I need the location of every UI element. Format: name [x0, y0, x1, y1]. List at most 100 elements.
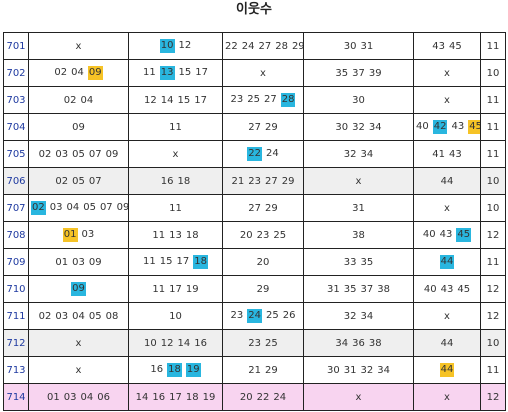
highlighted-number: 44 [439, 363, 455, 377]
number: 16 [194, 337, 207, 349]
round-number-cell: 711 [3, 302, 29, 330]
range-cell-1: 02 03 04 05 07 09 [28, 194, 129, 222]
number: 25 [265, 337, 278, 349]
table-row: 705 02 03 05 07 09 x 22 24 32 34 41 43 11 [3, 140, 506, 168]
number: x [355, 175, 362, 187]
range-cell-5: x [413, 383, 481, 411]
number: 28 [275, 40, 288, 52]
count-cell: 10 [480, 194, 506, 222]
range-cell-5: x [413, 86, 481, 114]
number: 29 [265, 121, 278, 133]
range-cell-4: 30 31 32 34 [303, 356, 414, 384]
count-cell: 12 [480, 221, 506, 249]
number: 21 [248, 364, 261, 376]
number: 03 [49, 202, 63, 213]
number: 43 [449, 148, 462, 160]
number: 12 [144, 94, 157, 106]
round-number-cell: 703 [3, 86, 29, 114]
number: 18 [185, 391, 199, 403]
table-row: 704091127293032344042434511 [3, 113, 506, 141]
table-row: 714 01 03 04 06 14 16 17 18 19 20 22 24 x x 12 [3, 383, 506, 411]
number: 24 [273, 391, 287, 403]
number: 11 [169, 202, 182, 214]
number: 30 [343, 40, 357, 52]
number: 11 [143, 256, 156, 267]
range-cell-3: 20 [222, 248, 304, 276]
range-cell-5: 40 43 45 [413, 221, 481, 249]
range-cell-4: 30 32 34 [303, 113, 414, 141]
range-cell-1: x [28, 32, 129, 60]
number: 15 [159, 256, 173, 267]
range-cell-1: 01 03 04 06 [28, 383, 129, 411]
range-cell-2: 16 18 19 [128, 356, 223, 384]
range-cell-1: 01 03 09 [28, 248, 129, 276]
table-row: 711 02 03 04 05 08 10 23 24 25 26 32 34 x 12 [3, 302, 506, 330]
count-cell: 12 [480, 302, 506, 330]
number: 25 [273, 229, 287, 241]
range-cell-4: 34 36 38 [303, 329, 414, 357]
round-number-cell: 709 [3, 248, 29, 276]
number: 33 [343, 256, 357, 268]
number: 35 [360, 256, 374, 268]
number: 09 [88, 256, 102, 268]
number: 20 [256, 256, 270, 268]
number: 16 [150, 364, 164, 375]
number: 27 [248, 202, 261, 214]
highlighted-number: 18 [193, 255, 208, 269]
number: 03 [81, 229, 95, 240]
round-number-cell: 704 [3, 113, 29, 141]
number: 39 [368, 67, 382, 79]
number: 31 [352, 202, 365, 214]
number: 11 [152, 283, 166, 295]
highlighted-number: 10 [159, 39, 175, 53]
table-row: 701 x 10 12 22 24 27 28 29 30 31 43 45 11 [3, 32, 506, 60]
range-cell-4: 33 35 [303, 248, 414, 276]
range-cell-3: 27 29 [222, 113, 304, 141]
round-number-cell: 706 [3, 167, 29, 195]
number: 12 [178, 40, 192, 51]
range-cell-2: 12 14 15 17 [128, 86, 223, 114]
number: 19 [185, 283, 199, 295]
number: 20 [239, 229, 253, 241]
number: 30 [352, 94, 365, 106]
number: 44 [440, 337, 454, 349]
range-cell-3: 21 29 [222, 356, 304, 384]
number: 01 [47, 391, 60, 403]
range-cell-5: x [413, 59, 481, 87]
range-cell-4: 38 [303, 221, 414, 249]
count-cell: 11 [480, 113, 506, 141]
number: 06 [97, 391, 110, 403]
number: 03 [72, 256, 85, 268]
range-cell-3: x [222, 59, 304, 87]
range-cell-1: 01 03 [28, 221, 129, 249]
number: 23 [248, 337, 261, 349]
highlighted-number: 28 [280, 93, 296, 107]
number: 34 [360, 310, 374, 322]
range-cell-2: 10 12 [128, 32, 223, 60]
number: 32 [343, 310, 357, 322]
number: 15 [177, 94, 191, 106]
number: 43 [440, 283, 454, 295]
number: 22 [256, 391, 270, 403]
range-cell-1: 02 04 09 [28, 59, 129, 87]
number: 09 [72, 121, 85, 133]
range-cell-2: 10 [128, 302, 223, 330]
number: 30 [335, 121, 349, 133]
round-number-cell: 714 [3, 383, 29, 411]
number: 37 [360, 283, 374, 295]
range-cell-3: 29 [222, 275, 304, 303]
number: 19 [202, 391, 216, 403]
range-cell-2: 11 17 19 [128, 275, 223, 303]
number: 41 [432, 148, 445, 160]
range-cell-2: 14 16 17 18 19 [128, 383, 223, 411]
number: 11 [152, 229, 166, 241]
count-cell: 11 [480, 86, 506, 114]
number: 43 [439, 229, 453, 240]
count-cell: 12 [480, 383, 506, 411]
range-cell-2: 11 [128, 113, 223, 141]
number: 23 [248, 175, 261, 187]
number: 27 [248, 121, 261, 133]
range-cell-1: 02 05 07 [28, 167, 129, 195]
number: 29 [291, 40, 304, 52]
number: x [75, 364, 82, 376]
